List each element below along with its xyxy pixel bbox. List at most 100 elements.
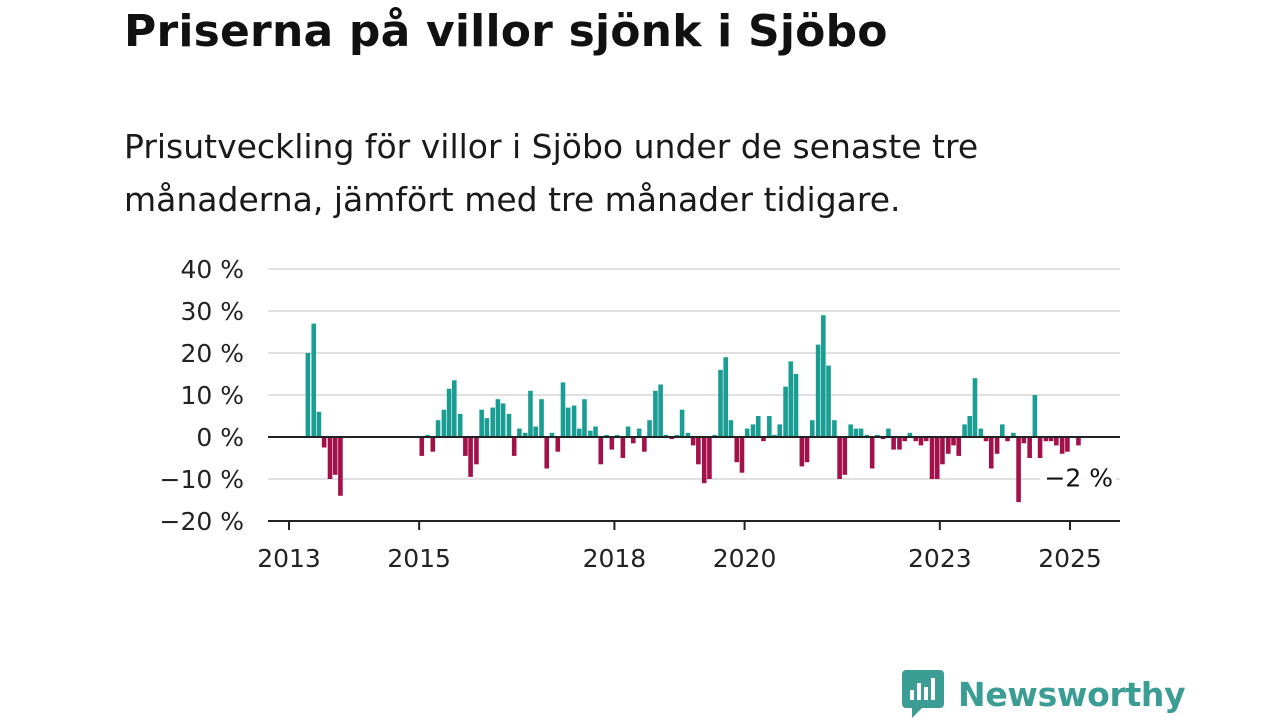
- bar: [419, 437, 425, 456]
- bar: [1016, 437, 1021, 503]
- bar: [614, 434, 620, 437]
- bar: [484, 418, 490, 437]
- y-tick-label: 40 %: [180, 255, 244, 284]
- bar: [864, 434, 870, 437]
- bar: [446, 388, 452, 437]
- bar: [962, 424, 967, 437]
- bar: [555, 437, 561, 452]
- bar: [913, 437, 919, 442]
- bar: [311, 323, 317, 437]
- bar: [821, 315, 826, 437]
- bar: [1054, 437, 1059, 446]
- bar: [571, 405, 577, 437]
- bar: [897, 437, 902, 450]
- bar: [978, 428, 984, 437]
- newsworthy-logo: Newsworthy: [902, 670, 1186, 718]
- bar: [663, 434, 669, 437]
- bar: [875, 434, 880, 437]
- bar: [832, 420, 837, 437]
- bar: [593, 426, 598, 437]
- bar: [479, 409, 484, 437]
- bar: [679, 409, 685, 437]
- bar: [576, 428, 582, 437]
- bar: [528, 390, 533, 437]
- bar: [1011, 432, 1016, 437]
- page-title: Priserna på villor sjönk i Sjöbo: [124, 6, 888, 57]
- bar: [560, 382, 566, 437]
- bar: [793, 374, 799, 437]
- bar: [723, 357, 729, 437]
- bar: [1043, 437, 1049, 442]
- bars: [305, 315, 1081, 503]
- bar: [669, 437, 674, 440]
- bar: [522, 432, 528, 437]
- y-tick-label: 0 %: [196, 423, 244, 452]
- bar: [842, 437, 848, 475]
- bar: [457, 413, 463, 437]
- bar: [934, 437, 940, 479]
- bar: [1059, 437, 1065, 454]
- bar: [972, 378, 978, 437]
- bar: [1037, 437, 1043, 458]
- bar: [767, 416, 772, 437]
- bar: [880, 437, 886, 440]
- bar: [1065, 437, 1070, 452]
- bar: [907, 432, 913, 437]
- bar: [696, 437, 701, 465]
- bar: [1032, 395, 1038, 437]
- bar: [1000, 424, 1005, 437]
- bar: [653, 390, 658, 437]
- x-tick-label: 2015: [387, 544, 451, 573]
- bar: [506, 413, 512, 437]
- bar: [848, 424, 853, 437]
- bar: [929, 437, 935, 479]
- bar: [777, 424, 783, 437]
- bar: [1005, 437, 1010, 442]
- bar: [658, 384, 663, 437]
- bar: [598, 437, 604, 465]
- bar: [734, 437, 740, 463]
- bar: [316, 411, 322, 437]
- x-axis-labels: 2013 2015 2018 2020 2023 2025: [257, 544, 1102, 573]
- bar: [630, 437, 636, 444]
- bar: [994, 437, 1000, 454]
- bar: [744, 428, 750, 437]
- bar: [452, 380, 457, 437]
- bar: [804, 437, 810, 463]
- bar: [511, 437, 517, 456]
- bar: [533, 426, 538, 437]
- chart-subtitle: Prisutveckling för villor i Sjöbo under …: [124, 127, 979, 219]
- bar: [500, 403, 506, 437]
- bar: [327, 437, 333, 479]
- bar: [945, 437, 951, 454]
- bar: [435, 420, 441, 437]
- bar: [647, 420, 652, 437]
- bar: [463, 437, 468, 456]
- bar: [544, 437, 550, 469]
- bar: [441, 409, 447, 437]
- bar: [923, 437, 929, 442]
- bar: [869, 437, 875, 469]
- x-tick-label: 2013: [257, 544, 321, 573]
- bar: [305, 353, 311, 437]
- bar: [837, 437, 842, 479]
- bar: [761, 437, 766, 442]
- bar: [468, 437, 473, 477]
- bar: [609, 437, 615, 450]
- bar: [967, 416, 973, 437]
- bar: [539, 399, 544, 437]
- bar: [642, 437, 647, 452]
- bar: [772, 434, 777, 437]
- bar: [588, 430, 593, 437]
- bar: [891, 437, 896, 450]
- brand-name: Newsworthy: [958, 674, 1186, 714]
- bar: [565, 407, 571, 437]
- bar: [707, 437, 712, 479]
- bar: [332, 437, 338, 475]
- bar: [1021, 437, 1027, 444]
- y-tick-label: 20 %: [180, 339, 244, 368]
- bar: [625, 426, 631, 437]
- y-tick-label: −20 %: [160, 507, 244, 536]
- bar: [636, 428, 642, 437]
